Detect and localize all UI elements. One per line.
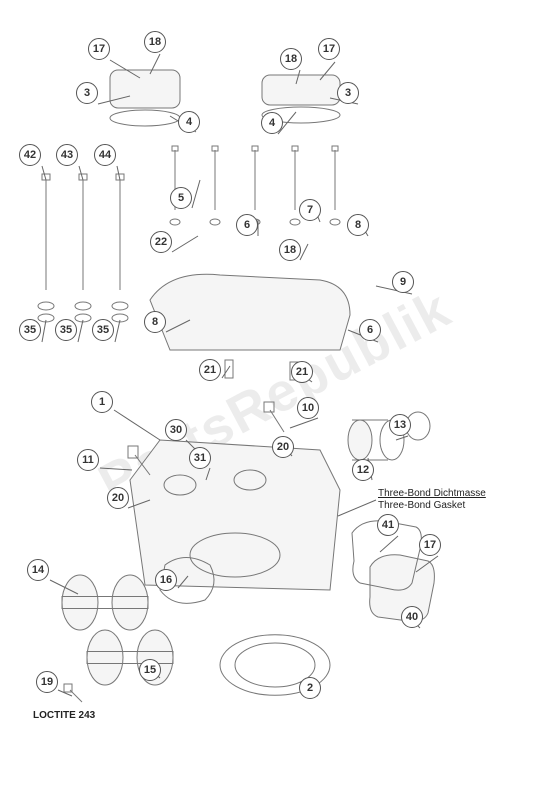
callout-17[interactable]: 17 xyxy=(318,38,340,60)
callout-31[interactable]: 31 xyxy=(189,447,211,469)
callout-3[interactable]: 3 xyxy=(337,82,359,104)
callout-18[interactable]: 18 xyxy=(279,239,301,261)
callout-35[interactable]: 35 xyxy=(19,319,41,341)
callout-7[interactable]: 7 xyxy=(299,199,321,221)
callout-40[interactable]: 40 xyxy=(401,606,423,628)
callout-11[interactable]: 11 xyxy=(77,449,99,471)
callout-13[interactable]: 13 xyxy=(389,414,411,436)
callout-18[interactable]: 18 xyxy=(144,31,166,53)
callout-1[interactable]: 1 xyxy=(91,391,113,413)
callout-6[interactable]: 6 xyxy=(236,214,258,236)
callout-10[interactable]: 10 xyxy=(297,397,319,419)
callout-4[interactable]: 4 xyxy=(178,111,200,133)
callout-19[interactable]: 19 xyxy=(36,671,58,693)
callout-20[interactable]: 20 xyxy=(272,436,294,458)
callout-14[interactable]: 14 xyxy=(27,559,49,581)
callout-43[interactable]: 43 xyxy=(56,144,78,166)
callout-30[interactable]: 30 xyxy=(165,419,187,441)
callout-21[interactable]: 21 xyxy=(291,361,313,383)
callout-12[interactable]: 12 xyxy=(352,459,374,481)
callout-9[interactable]: 9 xyxy=(392,271,414,293)
callout-42[interactable]: 42 xyxy=(19,144,41,166)
callout-16[interactable]: 16 xyxy=(155,569,177,591)
callout-17[interactable]: 17 xyxy=(419,534,441,556)
callout-18[interactable]: 18 xyxy=(280,48,302,70)
callout-41[interactable]: 41 xyxy=(377,514,399,536)
note: LOCTITE 243 xyxy=(33,710,95,722)
callout-20[interactable]: 20 xyxy=(107,487,129,509)
callout-35[interactable]: 35 xyxy=(92,319,114,341)
diagram-stage: PartsRepublik 17183418173442434452267188… xyxy=(0,0,550,791)
callout-8[interactable]: 8 xyxy=(144,311,166,333)
callout-8[interactable]: 8 xyxy=(347,214,369,236)
callout-44[interactable]: 44 xyxy=(94,144,116,166)
callout-4[interactable]: 4 xyxy=(261,112,283,134)
callout-17[interactable]: 17 xyxy=(88,38,110,60)
callout-2[interactable]: 2 xyxy=(299,677,321,699)
callout-5[interactable]: 5 xyxy=(170,187,192,209)
callout-3[interactable]: 3 xyxy=(76,82,98,104)
callout-35[interactable]: 35 xyxy=(55,319,77,341)
callout-6[interactable]: 6 xyxy=(359,319,381,341)
note: Three-Bond DichtmasseThree-Bond Gasket xyxy=(378,488,486,512)
callout-21[interactable]: 21 xyxy=(199,359,221,381)
callout-15[interactable]: 15 xyxy=(139,659,161,681)
callout-22[interactable]: 22 xyxy=(150,231,172,253)
